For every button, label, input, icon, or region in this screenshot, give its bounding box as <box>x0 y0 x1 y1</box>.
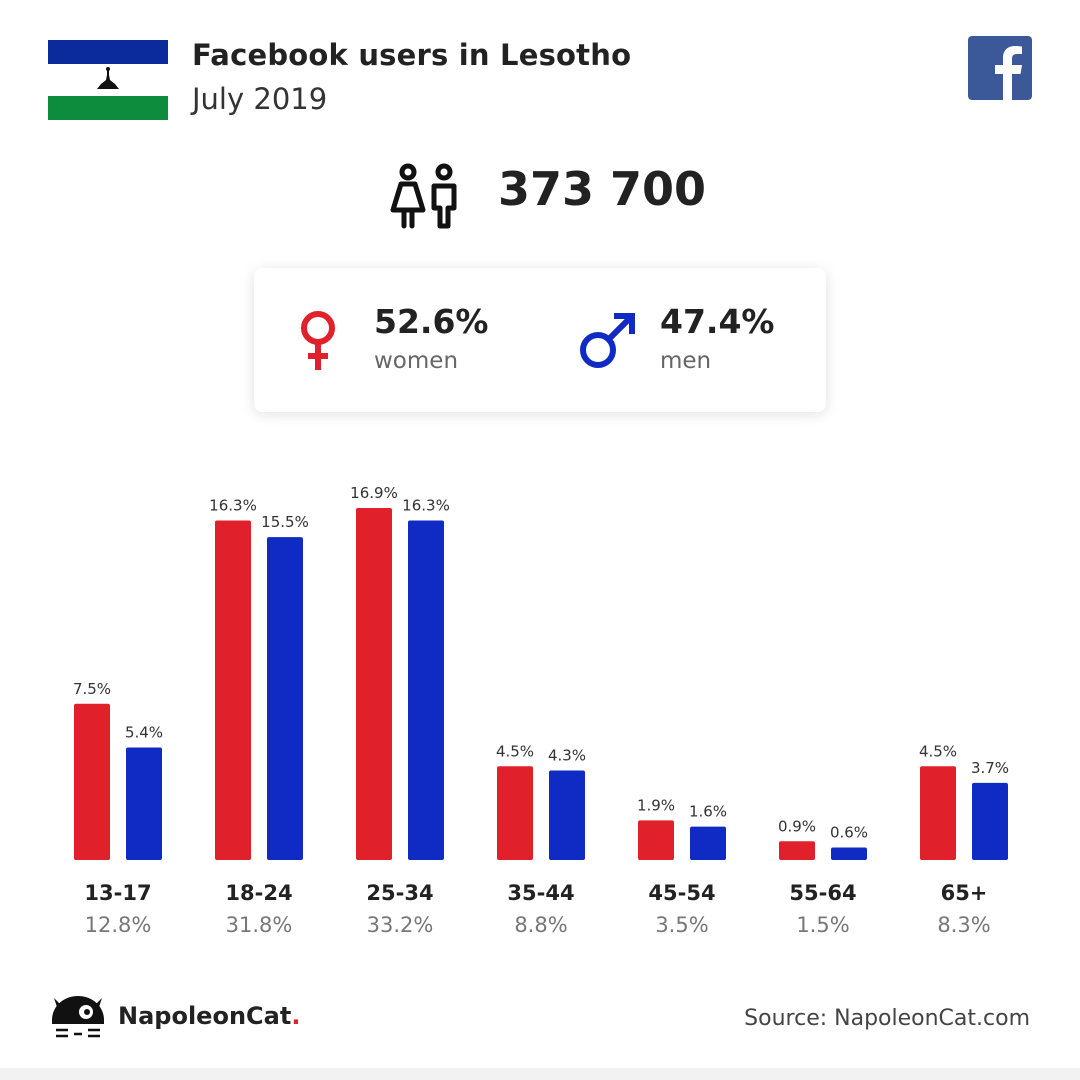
bar <box>920 766 956 860</box>
bar-value-label: 16.3% <box>209 496 257 514</box>
women-percent: 52.6% <box>374 302 489 341</box>
bar-value-label: 4.5% <box>919 742 957 760</box>
page-title: Facebook users in Lesotho <box>192 38 632 72</box>
category-label: 13-17 <box>84 881 151 905</box>
category-total-label: 12.8% <box>85 913 152 937</box>
bar <box>690 826 726 860</box>
bar-value-label: 16.3% <box>402 496 450 514</box>
men-percent: 47.4% <box>660 302 775 341</box>
bar-value-label: 15.5% <box>261 513 309 531</box>
bar-value-label: 16.9% <box>350 484 398 502</box>
category-total-label: 8.8% <box>514 913 567 937</box>
men-label: men <box>660 348 712 374</box>
female-icon <box>301 311 335 370</box>
bar <box>831 847 867 860</box>
category-total-label: 8.3% <box>937 913 990 937</box>
bar-value-label: 3.7% <box>971 759 1009 777</box>
bottom-strip <box>0 1068 1080 1080</box>
category-label: 65+ <box>941 881 988 905</box>
gender-card: 52.6% women 47.4% men <box>254 268 826 412</box>
category-label: 35-44 <box>507 881 574 905</box>
category-total-label: 3.5% <box>655 913 708 937</box>
page-subtitle: July 2019 <box>192 82 328 116</box>
bar-value-label: 1.6% <box>689 803 727 821</box>
bar-value-label: 4.3% <box>548 746 586 764</box>
category-total-label: 33.2% <box>367 913 434 937</box>
category-label: 55-64 <box>789 881 856 905</box>
bar <box>215 520 251 860</box>
bar <box>779 841 815 860</box>
bar <box>74 703 110 860</box>
bar-value-label: 7.5% <box>73 680 111 698</box>
age-gender-bar-chart: 7.5%5.4%13-1712.8%16.3%15.5%18-2431.8%16… <box>73 484 1009 937</box>
bar <box>972 782 1008 860</box>
male-icon <box>580 313 635 368</box>
bar <box>126 747 162 860</box>
category-label: 18-24 <box>225 881 292 905</box>
category-total-label: 31.8% <box>226 913 293 937</box>
bar-value-label: 0.9% <box>778 817 816 835</box>
bar-value-label: 5.4% <box>125 724 163 742</box>
source-text: Source: NapoleonCat.com <box>744 1006 1030 1031</box>
bar <box>549 770 585 860</box>
bar <box>267 537 303 860</box>
total-users-value: 373 700 <box>498 162 707 216</box>
bar-value-label: 1.9% <box>637 796 675 814</box>
bar <box>408 520 444 860</box>
category-label: 25-34 <box>366 881 433 905</box>
women-label: women <box>374 348 459 374</box>
brand-dot: . <box>291 1002 301 1030</box>
bar-value-label: 0.6% <box>830 824 868 842</box>
bar <box>356 508 392 860</box>
bar-value-label: 4.5% <box>496 742 534 760</box>
category-label: 45-54 <box>648 881 715 905</box>
bar <box>497 766 533 860</box>
facebook-icon <box>968 36 1032 100</box>
category-total-label: 1.5% <box>796 913 849 937</box>
lesotho-flag-icon <box>48 40 168 120</box>
people-icon <box>390 163 457 229</box>
napoleoncat-logo-icon <box>52 996 104 1038</box>
bar <box>638 820 674 860</box>
brand-text: NapoleonCat <box>118 1002 292 1030</box>
brand-name: NapoleonCat. <box>118 1002 300 1030</box>
